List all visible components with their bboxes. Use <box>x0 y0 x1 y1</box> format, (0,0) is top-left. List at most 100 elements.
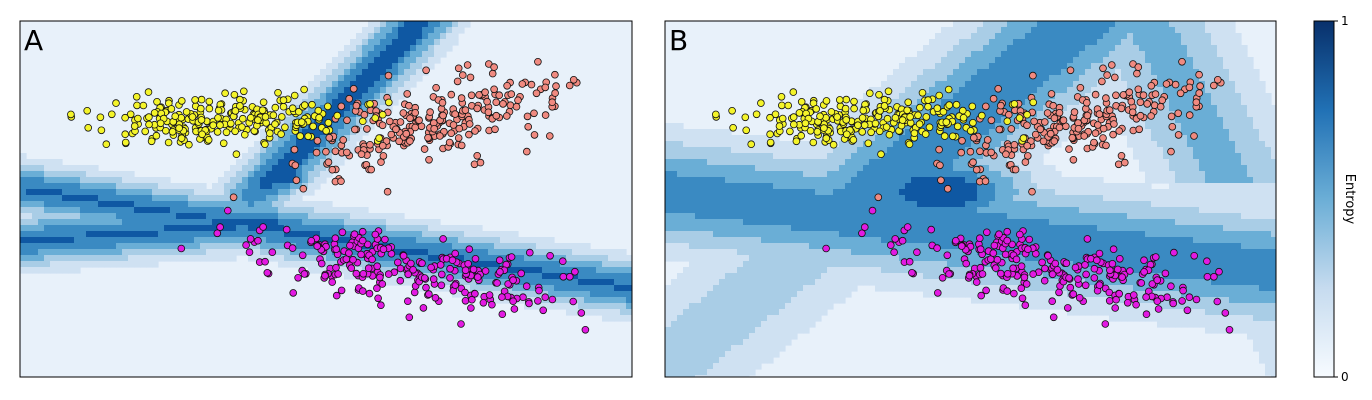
scatter-point <box>144 88 153 96</box>
entropy-cell <box>338 159 345 166</box>
entropy-cell <box>350 93 357 100</box>
entropy-cell <box>128 207 135 214</box>
entropy-cell <box>1073 63 1080 70</box>
entropy-cell <box>977 129 984 136</box>
entropy-cell <box>170 201 177 208</box>
entropy-cell <box>362 261 369 268</box>
entropy-cell <box>584 285 591 292</box>
entropy-cell <box>332 63 339 70</box>
entropy-cell <box>995 99 1002 106</box>
entropy-cell <box>206 255 213 262</box>
entropy-cell <box>845 141 852 148</box>
entropy-cell <box>1019 39 1026 46</box>
entropy-cell <box>68 165 75 172</box>
entropy-cell <box>1013 39 1020 46</box>
entropy-cell <box>1253 171 1260 178</box>
entropy-cell <box>761 141 768 148</box>
entropy-cell <box>1019 21 1026 28</box>
entropy-cell <box>1025 39 1032 46</box>
entropy-cell <box>542 279 549 286</box>
entropy-cell <box>941 63 948 70</box>
entropy-cell <box>845 201 852 208</box>
entropy-cell <box>224 249 231 256</box>
entropy-cell <box>965 45 972 52</box>
entropy-cell <box>1037 201 1044 208</box>
entropy-cell <box>230 243 237 250</box>
entropy-cell <box>875 117 882 124</box>
entropy-cell <box>278 177 285 184</box>
entropy-cell <box>248 153 255 160</box>
entropy-cell <box>1205 75 1212 82</box>
entropy-cell <box>1199 21 1206 28</box>
entropy-cell <box>200 231 207 238</box>
entropy-cell <box>446 261 453 268</box>
entropy-cell <box>809 177 816 184</box>
entropy-cell <box>821 189 828 196</box>
entropy-cell <box>578 249 585 256</box>
entropy-cell <box>1253 159 1260 166</box>
entropy-cell <box>1175 21 1182 28</box>
scatter-point <box>522 147 531 156</box>
entropy-cell <box>560 285 567 292</box>
entropy-cell <box>1025 27 1032 34</box>
entropy-cell <box>665 201 672 208</box>
panel-a-points <box>67 57 590 334</box>
entropy-cell <box>26 219 33 226</box>
entropy-cell <box>929 153 936 160</box>
entropy-cell <box>554 285 561 292</box>
entropy-cell <box>1265 147 1272 154</box>
entropy-cell <box>368 237 375 244</box>
entropy-cell <box>833 189 840 196</box>
entropy-cell <box>875 177 882 184</box>
scatter-point <box>446 274 454 282</box>
entropy-cell <box>422 39 429 46</box>
entropy-cell <box>56 261 63 268</box>
entropy-cell <box>1187 27 1194 34</box>
scatter-point <box>378 121 387 130</box>
entropy-cell <box>242 249 249 256</box>
entropy-cell <box>953 57 960 64</box>
entropy-cell <box>170 237 177 244</box>
entropy-cell <box>356 255 363 262</box>
entropy-cell <box>731 153 738 160</box>
entropy-cell <box>362 87 369 94</box>
scatter-point <box>565 272 574 281</box>
entropy-cell <box>797 159 804 166</box>
entropy-cell <box>140 255 147 262</box>
entropy-cell <box>683 177 690 184</box>
entropy-cell <box>1163 207 1170 214</box>
entropy-cell <box>494 285 501 292</box>
entropy-cell <box>548 285 555 292</box>
entropy-cell <box>959 33 966 40</box>
entropy-cell <box>404 69 411 76</box>
panel-a: A <box>19 20 633 378</box>
scatter-point <box>448 256 457 265</box>
entropy-cell <box>572 279 579 286</box>
entropy-cell <box>320 267 327 274</box>
entropy-cell <box>56 249 63 256</box>
scatter-point <box>406 137 414 145</box>
entropy-cell <box>755 147 762 154</box>
entropy-cell <box>572 255 579 262</box>
entropy-cell <box>1193 177 1200 184</box>
entropy-cell <box>827 177 834 184</box>
entropy-cell <box>26 183 33 190</box>
entropy-cell <box>1067 117 1074 124</box>
entropy-cell <box>725 207 732 214</box>
entropy-cell <box>1199 57 1206 64</box>
entropy-cell <box>116 231 123 238</box>
entropy-cell <box>530 285 537 292</box>
entropy-cell <box>1253 129 1260 136</box>
entropy-cell <box>386 63 393 70</box>
entropy-cell <box>851 207 858 214</box>
entropy-cell <box>212 201 219 208</box>
panel-a-label: A <box>24 24 43 57</box>
entropy-cell <box>452 21 459 28</box>
entropy-cell <box>62 201 69 208</box>
entropy-cell <box>266 141 273 148</box>
entropy-cell <box>578 291 585 298</box>
scatter-point <box>527 80 536 89</box>
entropy-cell <box>1157 51 1164 58</box>
entropy-cell <box>1205 39 1212 46</box>
entropy-cell <box>1085 93 1092 100</box>
